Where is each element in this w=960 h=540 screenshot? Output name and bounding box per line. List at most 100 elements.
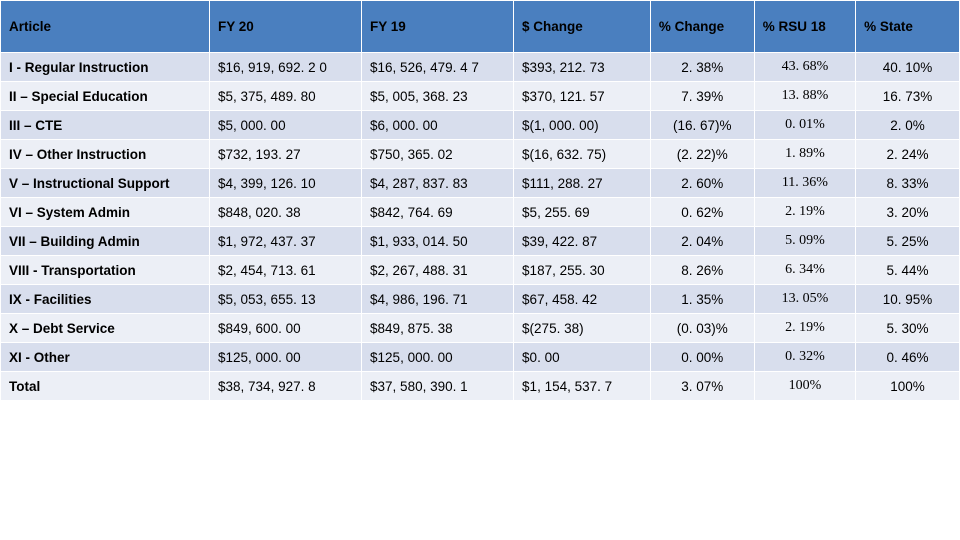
table-row: XI - Other$125, 000. 00$125, 000. 00$0. … xyxy=(1,343,960,372)
table-row: VI – System Admin$848, 020. 38$842, 764.… xyxy=(1,198,960,227)
cell-pctchange: 2. 04% xyxy=(650,227,754,256)
cell-article: Total xyxy=(1,372,210,401)
cell-state: 40. 10% xyxy=(856,53,960,82)
cell-fy20: $5, 000. 00 xyxy=(210,111,362,140)
cell-fy20: $732, 193. 27 xyxy=(210,140,362,169)
cell-state: 10. 95% xyxy=(856,285,960,314)
cell-rsu: 13. 05% xyxy=(754,285,855,314)
cell-rsu: 5. 09% xyxy=(754,227,855,256)
table-row: VIII - Transportation$2, 454, 713. 61$2,… xyxy=(1,256,960,285)
cell-rsu: 0. 32% xyxy=(754,343,855,372)
budget-table: ArticleFY 20FY 19$ Change% Change% RSU 1… xyxy=(0,0,960,401)
table-header-row: ArticleFY 20FY 19$ Change% Change% RSU 1… xyxy=(1,1,960,53)
cell-dchange: $1, 154, 537. 7 xyxy=(514,372,651,401)
cell-fy19: $6, 000. 00 xyxy=(362,111,514,140)
cell-article: VII – Building Admin xyxy=(1,227,210,256)
cell-dchange: $0. 00 xyxy=(514,343,651,372)
col-header-state: % State xyxy=(856,1,960,53)
cell-fy19: $4, 986, 196. 71 xyxy=(362,285,514,314)
cell-article: IX - Facilities xyxy=(1,285,210,314)
cell-rsu: 0. 01% xyxy=(754,111,855,140)
cell-state: 8. 33% xyxy=(856,169,960,198)
cell-state: 5. 44% xyxy=(856,256,960,285)
table-row: IV – Other Instruction$732, 193. 27$750,… xyxy=(1,140,960,169)
cell-state: 16. 73% xyxy=(856,82,960,111)
cell-state: 0. 46% xyxy=(856,343,960,372)
cell-fy19: $37, 580, 390. 1 xyxy=(362,372,514,401)
table-body: I - Regular Instruction$16, 919, 692. 2 … xyxy=(1,53,960,401)
cell-pctchange: (0. 03)% xyxy=(650,314,754,343)
table-row: II – Special Education$5, 375, 489. 80$5… xyxy=(1,82,960,111)
cell-dchange: $(16, 632. 75) xyxy=(514,140,651,169)
cell-dchange: $(1, 000. 00) xyxy=(514,111,651,140)
col-header-article: Article xyxy=(1,1,210,53)
cell-fy20: $5, 053, 655. 13 xyxy=(210,285,362,314)
cell-state: 2. 24% xyxy=(856,140,960,169)
cell-fy19: $125, 000. 00 xyxy=(362,343,514,372)
table-row: V – Instructional Support$4, 399, 126. 1… xyxy=(1,169,960,198)
cell-dchange: $5, 255. 69 xyxy=(514,198,651,227)
cell-fy19: $16, 526, 479. 4 7 xyxy=(362,53,514,82)
cell-state: 5. 30% xyxy=(856,314,960,343)
cell-pctchange: (2. 22)% xyxy=(650,140,754,169)
cell-fy20: $38, 734, 927. 8 xyxy=(210,372,362,401)
cell-article: II – Special Education xyxy=(1,82,210,111)
cell-fy19: $750, 365. 02 xyxy=(362,140,514,169)
cell-fy20: $5, 375, 489. 80 xyxy=(210,82,362,111)
cell-rsu: 2. 19% xyxy=(754,198,855,227)
cell-fy20: $848, 020. 38 xyxy=(210,198,362,227)
cell-article: VI – System Admin xyxy=(1,198,210,227)
cell-dchange: $111, 288. 27 xyxy=(514,169,651,198)
table-row: III – CTE$5, 000. 00$6, 000. 00$(1, 000.… xyxy=(1,111,960,140)
cell-rsu: 11. 36% xyxy=(754,169,855,198)
cell-rsu: 2. 19% xyxy=(754,314,855,343)
cell-pctchange: 1. 35% xyxy=(650,285,754,314)
cell-rsu: 1. 89% xyxy=(754,140,855,169)
cell-article: III – CTE xyxy=(1,111,210,140)
cell-dchange: $370, 121. 57 xyxy=(514,82,651,111)
cell-pctchange: 0. 62% xyxy=(650,198,754,227)
cell-dchange: $67, 458. 42 xyxy=(514,285,651,314)
cell-rsu: 43. 68% xyxy=(754,53,855,82)
cell-fy19: $842, 764. 69 xyxy=(362,198,514,227)
cell-article: V – Instructional Support xyxy=(1,169,210,198)
col-header-dchange: $ Change xyxy=(514,1,651,53)
cell-article: VIII - Transportation xyxy=(1,256,210,285)
cell-pctchange: 0. 00% xyxy=(650,343,754,372)
cell-fy19: $4, 287, 837. 83 xyxy=(362,169,514,198)
cell-pctchange: 2. 38% xyxy=(650,53,754,82)
cell-fy19: $849, 875. 38 xyxy=(362,314,514,343)
cell-state: 2. 0% xyxy=(856,111,960,140)
cell-state: 100% xyxy=(856,372,960,401)
cell-fy19: $5, 005, 368. 23 xyxy=(362,82,514,111)
cell-state: 5. 25% xyxy=(856,227,960,256)
table-row: VII – Building Admin$1, 972, 437. 37$1, … xyxy=(1,227,960,256)
col-header-rsu: % RSU 18 xyxy=(754,1,855,53)
cell-rsu: 100% xyxy=(754,372,855,401)
cell-fy19: $2, 267, 488. 31 xyxy=(362,256,514,285)
cell-dchange: $393, 212. 73 xyxy=(514,53,651,82)
table-row: X – Debt Service$849, 600. 00$849, 875. … xyxy=(1,314,960,343)
table-row: Total$38, 734, 927. 8$37, 580, 390. 1$1,… xyxy=(1,372,960,401)
cell-article: IV – Other Instruction xyxy=(1,140,210,169)
cell-article: I - Regular Instruction xyxy=(1,53,210,82)
cell-pctchange: (16. 67)% xyxy=(650,111,754,140)
table-row: I - Regular Instruction$16, 919, 692. 2 … xyxy=(1,53,960,82)
cell-fy20: $1, 972, 437. 37 xyxy=(210,227,362,256)
col-header-pctchange: % Change xyxy=(650,1,754,53)
col-header-fy19: FY 19 xyxy=(362,1,514,53)
cell-article: XI - Other xyxy=(1,343,210,372)
cell-fy20: $4, 399, 126. 10 xyxy=(210,169,362,198)
table-row: IX - Facilities$5, 053, 655. 13$4, 986, … xyxy=(1,285,960,314)
cell-fy20: $849, 600. 00 xyxy=(210,314,362,343)
cell-pctchange: 2. 60% xyxy=(650,169,754,198)
cell-state: 3. 20% xyxy=(856,198,960,227)
cell-pctchange: 3. 07% xyxy=(650,372,754,401)
cell-pctchange: 7. 39% xyxy=(650,82,754,111)
cell-pctchange: 8. 26% xyxy=(650,256,754,285)
cell-dchange: $39, 422. 87 xyxy=(514,227,651,256)
cell-dchange: $187, 255. 30 xyxy=(514,256,651,285)
cell-rsu: 13. 88% xyxy=(754,82,855,111)
cell-dchange: $(275. 38) xyxy=(514,314,651,343)
col-header-fy20: FY 20 xyxy=(210,1,362,53)
